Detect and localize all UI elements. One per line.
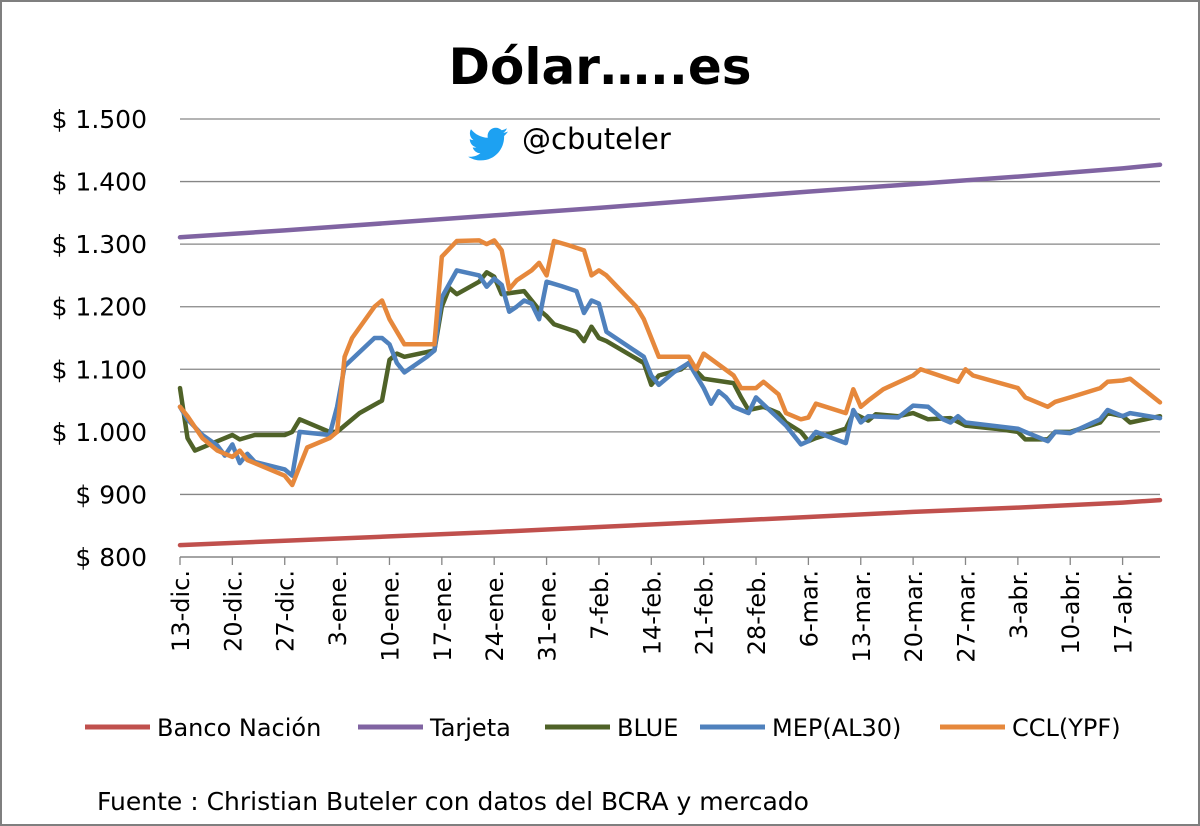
y-tick-label: $ 900 [75,480,147,509]
x-tick-label: 17-ene. [429,570,457,662]
legend-label-4: CCL(YPF) [1012,714,1121,742]
chart-title: Dólar…..es [448,38,751,96]
x-tick-label: 13-mar. [848,570,876,663]
series-line-1 [177,162,1163,240]
y-tick-label: $ 1.400 [52,168,147,197]
x-tick-label: 3-ene. [324,570,352,646]
x-tick-label: 6-mar. [795,570,823,647]
legend: Banco Nación Tarjeta BLUE MEP(AL30) CCL(YPF) [85,714,1121,742]
source-note: Fuente : Christian Buteler con datos del… [97,787,809,816]
series-lines [177,162,1163,548]
x-tick-label: 7-feb. [586,570,614,640]
twitter-bird-icon [468,127,508,161]
twitter-handle: @cbuteler [522,122,671,156]
legend-label-1: Tarjeta [429,714,511,742]
y-axis-ticks: $ 800 $ 900 $ 1.000 $ 1.100 $ 1.200 $ 1.300 $ … [52,105,147,572]
y-tick-label: $ 1.100 [52,355,147,384]
x-tick-label: 27-dic. [272,570,300,652]
x-tick-label: 10-abr. [1057,570,1085,654]
x-tick-label: 31-ene. [534,570,562,662]
legend-label-2: BLUE [617,714,678,742]
y-tick-label: $ 1.000 [52,418,147,447]
series-line-3 [177,268,1163,478]
y-tick-label: $ 1.300 [52,230,147,259]
x-tick-label: 21-feb. [691,570,719,655]
x-tick-label: 24-ene. [481,570,509,662]
x-axis-ticks: 13-dic. 20-dic. 27-dic. 3-ene. 10-ene. 17-ene… [167,557,1138,663]
x-tick-label: 17-abr. [1110,570,1138,654]
y-tick-label: $ 800 [75,543,147,572]
x-tick-label: 28-feb. [743,570,771,655]
series-line-4 [177,238,1163,488]
y-tick-label: $ 1.200 [52,293,147,322]
x-tick-label: 13-dic. [167,570,195,652]
x-tick-label: 10-ene. [376,570,404,662]
series-line-0 [177,497,1163,548]
x-tick-label: 14-feb. [638,570,666,655]
series-line-2 [177,270,1163,453]
x-tick-label: 3-abr. [1005,570,1033,639]
y-tick-label: $ 1.500 [52,105,147,134]
gridlines [180,118,1160,496]
x-tick-label: 20-dic. [219,570,247,652]
x-tick-label: 20-mar. [900,570,928,663]
x-tick-label: 27-mar. [952,570,980,663]
legend-label-0: Banco Nación [157,714,321,742]
legend-label-3: MEP(AL30) [772,714,901,742]
